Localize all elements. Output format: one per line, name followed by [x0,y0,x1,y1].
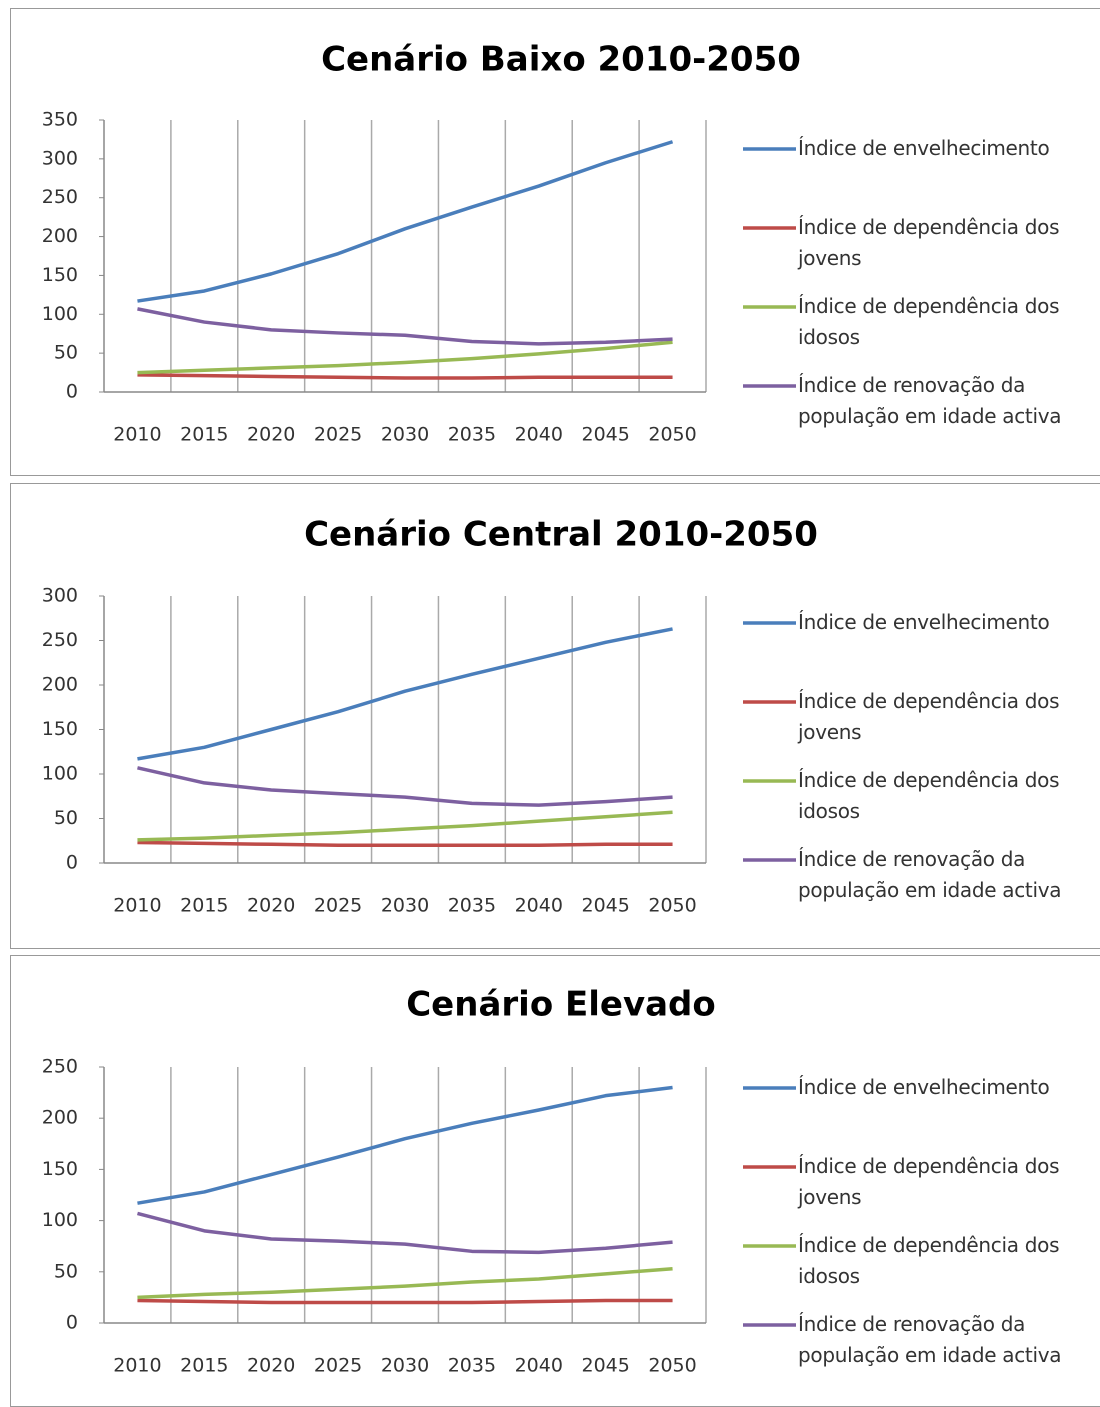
y-tick-label: 100 [42,1209,78,1231]
y-tick-label: 150 [42,718,78,740]
x-tick-label: 2040 [515,1355,563,1377]
x-tick-label: 2010 [113,895,161,917]
x-tick-label: 2045 [581,895,629,917]
x-tick-label: 2040 [515,895,563,917]
y-tick-label: 100 [42,763,78,785]
series-line [137,1085,673,1205]
y-tick-label: 200 [42,225,78,247]
y-tick-label: 0 [66,381,78,403]
x-tick-label: 2020 [247,1355,295,1377]
legend-label: Índice de dependência dos jovens [798,689,1060,744]
x-tick-label: 2025 [314,1355,362,1377]
y-tick-label: 50 [54,342,78,364]
y-tick-label: 200 [42,1107,78,1129]
legend-label: Índice de renovação da população em idad… [798,373,1062,428]
y-tick-label: 250 [42,629,78,651]
x-tick-label: 2025 [314,424,362,446]
legend-label: Índice de renovação da população em idad… [798,847,1062,902]
series-line [137,140,674,303]
y-tick-label: 200 [42,674,78,696]
x-tick-label: 2045 [581,424,629,446]
series-line [137,766,673,807]
y-tick-label: 300 [42,585,78,607]
chart-title: Cenário Baixo 2010-2050 [321,40,801,80]
legend-label: Índice de dependência dos idosos [798,294,1060,349]
x-tick-label: 2020 [247,895,295,917]
chart: Cenário Central 2010-2050 0 50 100 150 200 250… [42,515,818,917]
series-line [137,1211,673,1255]
series-line [137,627,673,761]
y-tick-label: 0 [66,1312,78,1334]
series-line [137,1266,673,1300]
x-tick-label: 2015 [180,895,228,917]
legend-label: Índice de dependência dos idosos [798,1233,1060,1288]
y-tick-label: 250 [42,1056,78,1078]
chart-title: Cenário Elevado [406,985,716,1025]
series-line [137,373,673,380]
x-tick-label: 2010 [113,424,161,446]
x-tick-label: 2050 [648,1355,696,1377]
x-tick-label: 2035 [448,895,496,917]
legend-label: Índice de dependência dos jovens [798,215,1060,270]
series-line [137,307,673,346]
chart-panel: Cenário Central 2010-2050 0 50 100 150 200 250… [10,483,1100,949]
x-tick-label: 2015 [180,1355,228,1377]
legend-label: Índice de renovação da população em idad… [798,1312,1062,1367]
chart-panel: Cenário Elevado 0 50 100 150 200 250 2010 2015 20… [10,955,1100,1407]
chart-panel: Cenário Baixo 2010-2050 0 50 100 150 200 250 30… [10,8,1100,476]
series-line [137,340,673,375]
legend-label: Índice de envelhecimento [798,610,1050,634]
x-tick-label: 2010 [113,1355,161,1377]
x-tick-label: 2040 [515,424,563,446]
legend-label: Índice de envelhecimento [798,1075,1050,1099]
y-tick-label: 150 [42,1158,78,1180]
x-tick-label: 2035 [448,424,496,446]
y-tick-label: 50 [54,1260,78,1282]
legend-label: Índice de envelhecimento [798,136,1050,160]
y-tick-label: 0 [66,852,78,874]
chart: Cenário Baixo 2010-2050 0 50 100 150 200 250 30… [42,40,801,446]
chart: Cenário Elevado 0 50 100 150 200 250 2010 2015 20… [42,985,796,1377]
chart-title: Cenário Central 2010-2050 [304,515,818,555]
x-tick-label: 2015 [180,424,228,446]
x-tick-label: 2045 [581,1355,629,1377]
y-tick-label: 150 [42,264,78,286]
x-tick-label: 2050 [648,424,696,446]
x-tick-label: 2050 [648,895,696,917]
series-line [137,1298,673,1305]
y-tick-label: 100 [42,303,78,325]
x-tick-label: 2025 [314,895,362,917]
y-tick-label: 350 [42,109,78,131]
x-tick-label: 2030 [381,424,429,446]
legend-label: Índice de dependência dos idosos [798,768,1060,823]
legend-label: Índice de dependência dos jovens [798,1154,1060,1209]
y-tick-label: 300 [42,147,78,169]
series-line [137,840,673,847]
x-tick-label: 2035 [448,1355,496,1377]
x-tick-label: 2020 [247,424,295,446]
series-line [137,810,673,842]
x-tick-label: 2030 [381,895,429,917]
y-tick-label: 250 [42,186,78,208]
y-tick-label: 50 [54,807,78,829]
x-tick-label: 2030 [381,1355,429,1377]
